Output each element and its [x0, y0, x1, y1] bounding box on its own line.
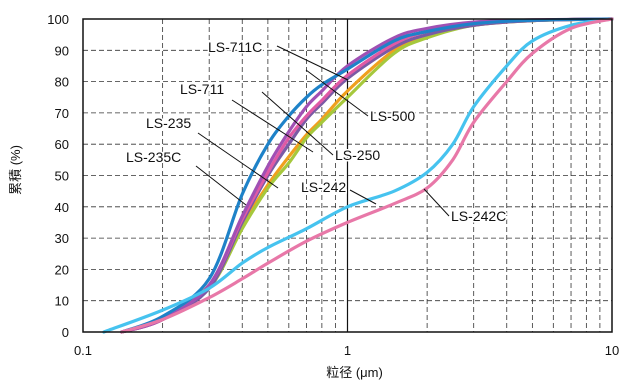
x-axis-title: 粒径 (μm) — [326, 365, 383, 380]
tick-layer: 0 10 20 30 40 50 60 70 80 90 100 0.1 1 10 — [47, 12, 619, 358]
callout-label-ls-711: LS-711 — [180, 81, 224, 97]
series-line-ls-242 — [102, 17, 614, 334]
callout-label-ls-500: LS-500 — [370, 108, 415, 124]
y-tick-label: 100 — [47, 12, 69, 27]
callout-label-ls-235c: LS-235C — [126, 149, 181, 165]
callout-layer: LS-711C LS-711 LS-235 LS-235C LS-500 LS-250 LS… — [125, 38, 508, 226]
callout-label-ls-242c: LS-242C — [451, 208, 506, 224]
y-tick-label: 70 — [55, 106, 69, 121]
x-tick-label: 0.1 — [74, 343, 92, 358]
x-tick-label: 1 — [344, 343, 351, 358]
callout-leader-ls-235c — [195, 165, 247, 206]
y-tick-label: 50 — [55, 169, 69, 184]
callout-label-ls-711c: LS-711C — [208, 39, 262, 55]
callout-label-ls-250: LS-250 — [335, 147, 380, 163]
y-axis-title: 累積 (%) — [8, 145, 23, 195]
plot-frame — [82, 18, 613, 333]
callout-leader-ls-500 — [305, 69, 369, 117]
series-layer — [102, 17, 614, 334]
y-tick-label: 10 — [55, 294, 69, 309]
y-tick-label: 80 — [55, 75, 69, 90]
y-tick-label: 90 — [55, 43, 69, 58]
series-line-ls-242c — [120, 17, 614, 334]
callout-leader-ls-711c — [276, 45, 349, 81]
callout-label-ls-242: LS-242 — [301, 179, 346, 195]
y-tick-label: 40 — [55, 200, 69, 215]
callout-leader-ls-250 — [261, 91, 334, 156]
y-tick-label: 30 — [55, 231, 69, 246]
callout-label-ls-235: LS-235 — [146, 115, 191, 131]
callout-leader-ls-242 — [349, 189, 377, 205]
y-tick-label: 20 — [55, 262, 69, 277]
callout-leader-ls-242c — [423, 188, 450, 217]
y-tick-label: 60 — [55, 137, 69, 152]
callout-leader-ls-235 — [197, 132, 279, 189]
callout-leader-ls-711 — [231, 99, 314, 153]
x-tick-label: 10 — [605, 343, 619, 358]
series-line-ls-235c — [120, 17, 614, 334]
y-tick-label: 0 — [62, 325, 69, 340]
